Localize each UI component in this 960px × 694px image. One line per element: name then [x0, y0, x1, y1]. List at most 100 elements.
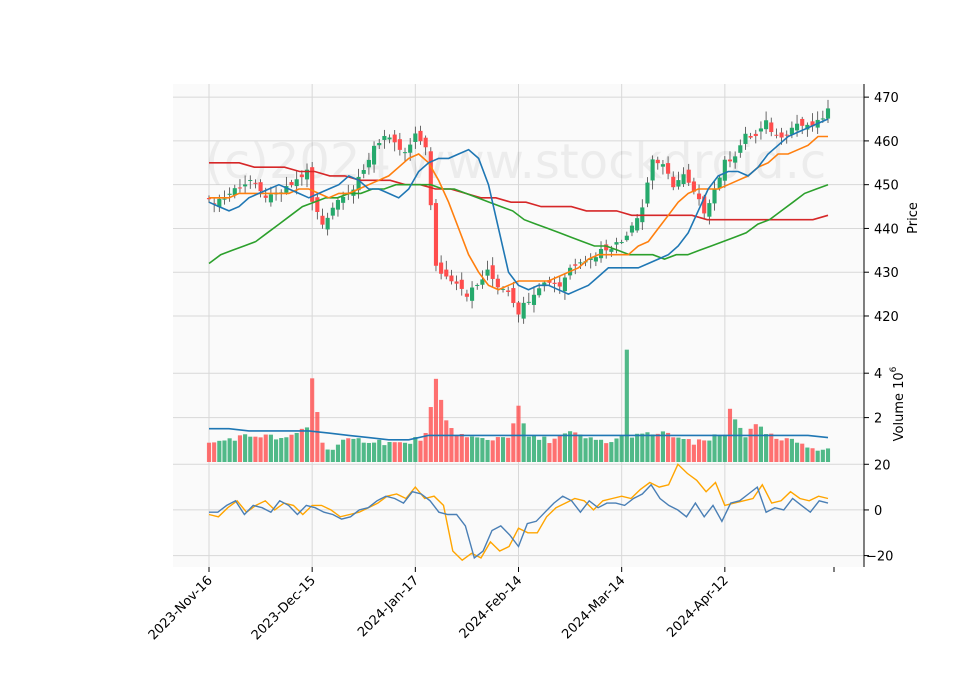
candle-body	[676, 180, 681, 187]
candle-body	[774, 134, 779, 136]
volume-bar	[681, 439, 686, 462]
candle-body	[681, 174, 686, 184]
volume-axis-label: Volume 106	[889, 366, 907, 441]
volume-bar	[805, 447, 810, 462]
price-axis-label: Price	[906, 202, 921, 234]
candle-body	[284, 186, 289, 193]
x-tick-label: 2024-Apr-12	[664, 573, 731, 640]
oscillator-fast-line	[209, 483, 829, 560]
candle-body	[402, 152, 408, 154]
volume-bar	[495, 437, 500, 462]
candle-body	[444, 269, 449, 277]
candle-body	[578, 262, 583, 264]
oscillator-tick-label: 20	[874, 458, 891, 473]
candle-body	[439, 262, 444, 274]
volume-bar	[609, 442, 614, 462]
x-tick-label: 2024-Feb-14	[457, 573, 526, 642]
volume-bar	[743, 437, 748, 462]
volume-bar	[645, 432, 650, 462]
volume-series	[206, 349, 831, 462]
volume-bar	[351, 438, 356, 462]
volume-bar	[346, 438, 351, 462]
volume-bar	[372, 442, 377, 462]
volume-bar	[310, 378, 315, 462]
candle-body	[217, 198, 222, 208]
volume-bar	[686, 439, 691, 462]
volume-bar	[624, 349, 629, 462]
candle-body	[609, 249, 614, 252]
candle-body	[511, 288, 516, 303]
candle-body	[310, 167, 315, 202]
candle-body	[263, 195, 268, 198]
volume-bar	[702, 440, 707, 462]
candle-body	[413, 133, 418, 142]
candle-body	[629, 225, 635, 233]
candle-body	[769, 122, 774, 133]
candle-body	[449, 275, 454, 282]
volume-bar	[526, 436, 531, 462]
ma-short-line	[208, 118, 829, 295]
volume-bar	[361, 442, 366, 462]
candle-body	[598, 248, 604, 259]
candle-body	[789, 127, 794, 135]
candle-body	[666, 163, 671, 174]
volume-bar	[552, 438, 557, 462]
oscillator-tick-label: 0	[874, 504, 882, 519]
volume-bar	[449, 428, 454, 462]
volume-bar	[237, 435, 243, 462]
volume-bar	[423, 433, 428, 462]
volume-bar	[707, 440, 712, 462]
volume-bar	[382, 445, 387, 462]
volume-bar	[222, 440, 227, 462]
candle-body	[557, 282, 562, 287]
volume-bar	[784, 438, 789, 462]
volume-bar	[733, 419, 738, 462]
candle-body	[464, 293, 469, 297]
volume-bar	[516, 405, 521, 462]
candle-body	[671, 176, 676, 188]
candle-body	[717, 177, 722, 189]
volume-bar	[810, 448, 815, 462]
x-tick-label: 2023-Nov-16	[146, 573, 216, 643]
candle-body	[397, 139, 402, 150]
candle-body	[335, 200, 341, 210]
volume-bar	[294, 432, 299, 462]
volume-bar	[578, 434, 583, 462]
volume-bar	[268, 434, 273, 462]
candle-body	[619, 242, 624, 244]
candle-body	[820, 118, 825, 120]
candle-body	[377, 142, 382, 146]
volume-axis-exponent: 6	[889, 366, 899, 372]
volume-bar	[232, 440, 237, 462]
candle-body	[356, 176, 361, 191]
volume-bar	[598, 439, 604, 462]
candle-body	[686, 169, 691, 183]
candle-body	[779, 132, 784, 138]
volume-bar	[753, 424, 758, 462]
ma-long-line	[208, 183, 829, 265]
volume-bar	[537, 439, 542, 462]
candle-body	[423, 137, 428, 148]
candle-body	[794, 123, 800, 131]
volume-bar	[397, 442, 402, 462]
candle-body	[500, 288, 506, 290]
volume-bar	[619, 435, 624, 462]
candle-body	[253, 182, 258, 184]
volume-bar	[820, 449, 825, 462]
candle-body	[408, 144, 413, 153]
candle-body	[691, 181, 696, 192]
volume-bar	[284, 437, 289, 462]
volume-bar	[273, 439, 279, 462]
candle-body	[537, 288, 542, 296]
candle-body	[268, 194, 273, 203]
candle-body	[315, 197, 320, 212]
candle-body	[495, 278, 500, 288]
volume-bar	[738, 427, 743, 462]
candle-body	[428, 151, 433, 206]
volume-bar	[614, 438, 619, 462]
candle-body	[784, 134, 789, 136]
oscillator-tick-label: −20	[866, 550, 893, 565]
candle-body	[614, 242, 619, 245]
volume-bar	[459, 433, 464, 462]
